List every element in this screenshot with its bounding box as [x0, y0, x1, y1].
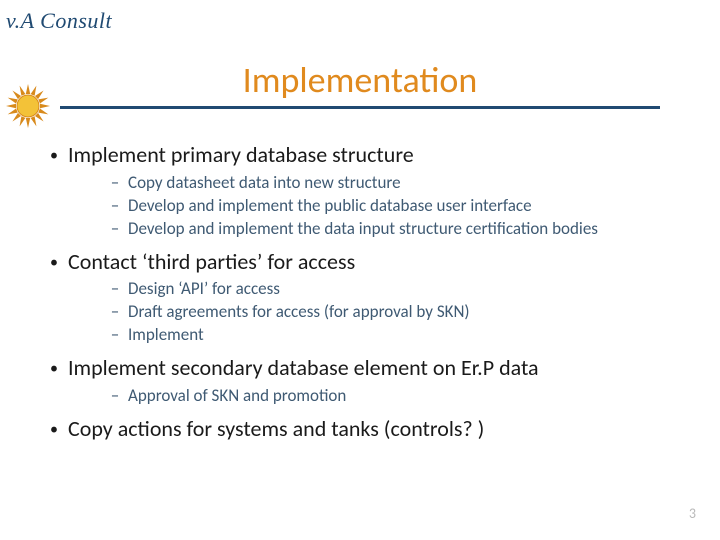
sub-list-item-text: Implement — [128, 324, 690, 347]
sub-list-item: –Develop and implement the data input st… — [102, 218, 690, 241]
list-item: •Implement secondary database element on… — [40, 353, 690, 383]
sub-list-item-text: Copy datasheet data into new structure — [128, 172, 690, 195]
dash-marker: – — [102, 278, 128, 301]
dash-marker: – — [102, 172, 128, 195]
sub-list-item-text: Approval of SKN and promotion — [128, 385, 690, 408]
dash-marker: – — [102, 324, 128, 347]
logo-text: v.A Consult — [6, 8, 112, 34]
sub-list-item-text: Draft agreements for access (for approva… — [128, 301, 690, 324]
page-number: 3 — [689, 505, 696, 522]
dash-marker: – — [102, 195, 128, 218]
sub-list-item: –Develop and implement the public databa… — [102, 195, 690, 218]
list-item-text: Implement primary database structure — [68, 140, 690, 170]
sub-list: –Approval of SKN and promotion — [102, 385, 690, 408]
bullet-marker: • — [40, 414, 68, 441]
list-item-text: Copy actions for systems and tanks (cont… — [68, 414, 690, 444]
dash-marker: – — [102, 301, 128, 324]
sub-list-item-text: Design ‘API’ for access — [128, 278, 690, 301]
sub-list-item: –Draft agreements for access (for approv… — [102, 301, 690, 324]
list-item: •Copy actions for systems and tanks (con… — [40, 414, 690, 444]
sub-list: –Design ‘API’ for access–Draft agreement… — [102, 278, 690, 347]
bullet-marker: • — [40, 140, 68, 167]
sub-list: –Copy datasheet data into new structure–… — [102, 172, 690, 241]
list-item-text: Implement secondary database element on … — [68, 353, 690, 383]
sub-list-item: –Copy datasheet data into new structure — [102, 172, 690, 195]
dash-marker: – — [102, 218, 128, 241]
bullet-marker: • — [40, 353, 68, 380]
sub-list-item-text: Develop and implement the public databas… — [128, 195, 690, 218]
title-underline — [60, 106, 660, 109]
bullet-marker: • — [40, 247, 68, 274]
sub-list-item: –Design ‘API’ for access — [102, 278, 690, 301]
dash-marker: – — [102, 385, 128, 408]
sub-list-item: –Implement — [102, 324, 690, 347]
list-item-text: Contact ‘third parties’ for access — [68, 247, 690, 277]
sub-list-item-text: Develop and implement the data input str… — [128, 218, 690, 241]
list-item: •Contact ‘third parties’ for access — [40, 247, 690, 277]
slide-title: Implementation — [0, 58, 720, 102]
bullet-content: •Implement primary database structure–Co… — [40, 140, 690, 443]
list-item: •Implement primary database structure — [40, 140, 690, 170]
sub-list-item: –Approval of SKN and promotion — [102, 385, 690, 408]
